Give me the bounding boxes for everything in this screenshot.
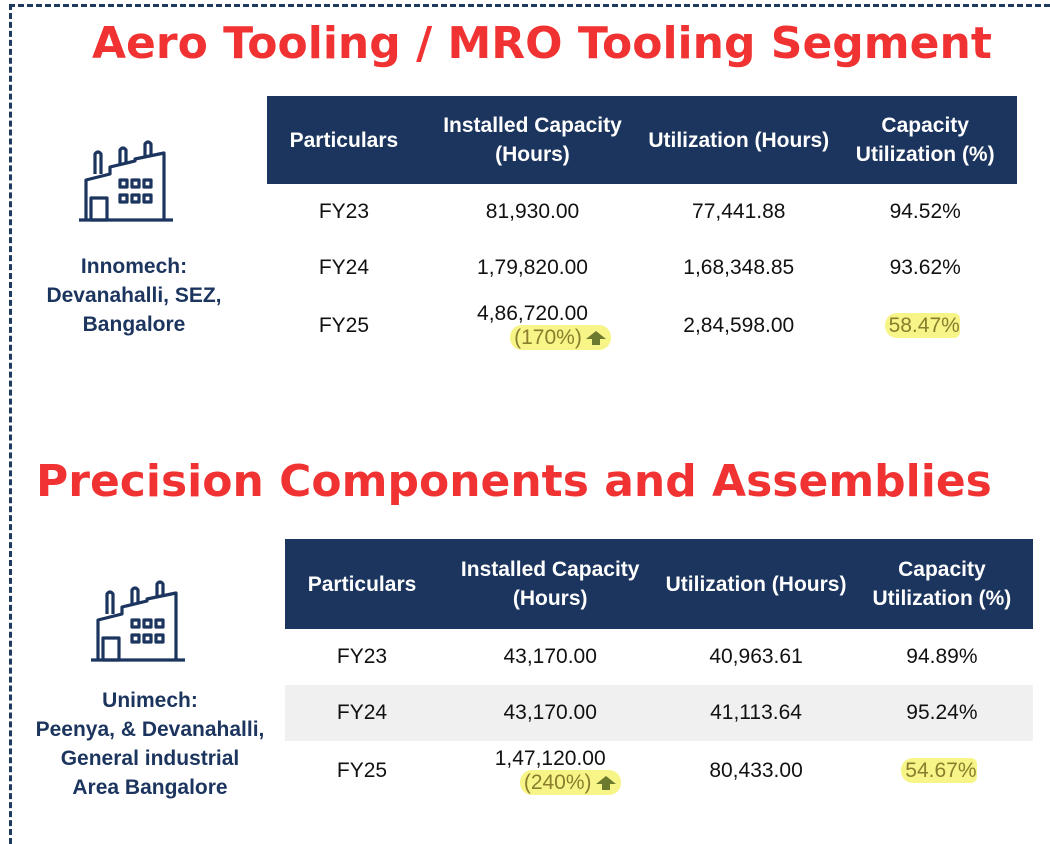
- column-header-utilization: Utilization (Hours): [661, 539, 851, 629]
- cell-installed-capacity: 81,930.00: [485, 200, 580, 223]
- increase-percent: (240%): [523, 771, 592, 794]
- cell-installed-capacity: 1,47,120.00 (240%): [439, 741, 661, 801]
- highlighted-utilization: 54.67%: [901, 758, 977, 783]
- installed-value: 1,47,120.00: [494, 747, 606, 770]
- cell-particulars: FY23: [336, 645, 388, 668]
- cell-particulars: FY25: [318, 314, 370, 337]
- section-title-precision-components: Precision Components and Assemblies: [36, 456, 992, 507]
- highlighted-utilization: 58.47%: [884, 313, 960, 338]
- site-line: Devanahalli, SEZ,: [46, 284, 222, 307]
- cell-particulars: FY25: [336, 759, 388, 782]
- cell-particulars: FY23: [318, 200, 370, 223]
- site-line: General industrial: [60, 747, 240, 770]
- column-header-particulars: Particulars: [285, 539, 440, 629]
- increase-note: (170%): [421, 325, 644, 350]
- site-label-unimech: Unimech: Peenya, & Devanahalli, General …: [14, 686, 286, 802]
- table-row: FY25 4,86,720.00 (170%) 2,84,598.00 58.4…: [267, 296, 1017, 356]
- table-row: FY23 81,930.00 77,441.88 94.52%: [267, 184, 1017, 240]
- site-line: Area Bangalore: [72, 776, 228, 799]
- cell-installed-capacity: 1,79,820.00: [477, 256, 588, 279]
- up-arrow-icon: [595, 776, 616, 791]
- column-header-particulars: Particulars: [267, 96, 421, 184]
- increase-note: (240%): [439, 770, 661, 795]
- cell-capacity-utilization: 54.67%: [851, 741, 1033, 801]
- table-row: FY24 43,170.00 41,113.64 95.24%: [285, 685, 1033, 741]
- highlighted-increase: (170%): [510, 325, 611, 350]
- cell-utilization: 41,113.64: [710, 701, 802, 724]
- column-header-capacity-utilization: Capacity Utilization (%): [833, 96, 1017, 184]
- site-line: Bangalore: [82, 313, 186, 336]
- column-header-utilization: Utilization (Hours): [644, 96, 834, 184]
- cell-installed-capacity: 43,170.00: [503, 701, 597, 724]
- site-line: Unimech:: [102, 689, 198, 712]
- table-header-row: Particulars Installed Capacity (Hours) U…: [267, 96, 1017, 184]
- factory-icon: [88, 580, 188, 671]
- cell-utilization: 1,68,348.85: [683, 256, 795, 279]
- site-line: Peenya, & Devanahalli,: [35, 718, 265, 741]
- cell-utilization: 77,441.88: [692, 200, 786, 223]
- table-header-row: Particulars Installed Capacity (Hours) U…: [285, 539, 1033, 629]
- cell-installed-capacity: 4,86,720.00 (170%): [421, 296, 644, 356]
- cell-capacity-utilization: 94.52%: [889, 200, 961, 223]
- up-arrow-icon: [585, 331, 606, 346]
- cell-utilization: 40,963.61: [709, 645, 803, 668]
- column-header-installed-capacity: Installed Capacity (Hours): [439, 539, 662, 629]
- site-label-innomech: Innomech: Devanahalli, SEZ, Bangalore: [24, 252, 244, 339]
- cell-installed-capacity: 43,170.00: [503, 645, 597, 668]
- capacity-table-precision: Particulars Installed Capacity (Hours) U…: [285, 539, 1033, 801]
- cell-capacity-utilization: 94.89%: [906, 645, 978, 668]
- installed-value: 4,86,720.00: [477, 302, 588, 325]
- cell-capacity-utilization: 58.47%: [833, 296, 1017, 356]
- cell-utilization: 2,84,598.00: [683, 314, 795, 337]
- cell-capacity-utilization: 93.62%: [889, 256, 961, 279]
- column-header-capacity-utilization: Capacity Utilization (%): [850, 539, 1033, 629]
- column-header-installed-capacity: Installed Capacity (Hours): [420, 96, 645, 184]
- table-row: FY23 43,170.00 40,963.61 94.89%: [285, 629, 1033, 685]
- factory-icon: [76, 140, 176, 231]
- table-row: FY24 1,79,820.00 1,68,348.85 93.62%: [267, 240, 1017, 296]
- table-row: FY25 1,47,120.00 (240%) 80,433.00 54.67%: [285, 741, 1033, 801]
- section-title-aero-tooling: Aero Tooling / MRO Tooling Segment: [92, 18, 992, 69]
- highlighted-increase: (240%): [519, 770, 621, 795]
- cell-particulars: FY24: [336, 701, 388, 724]
- cell-particulars: FY24: [318, 256, 370, 279]
- capacity-table-aero: Particulars Installed Capacity (Hours) U…: [267, 96, 1017, 356]
- site-line: Innomech:: [80, 255, 188, 278]
- dashed-frame: [9, 4, 1050, 844]
- cell-capacity-utilization: 95.24%: [906, 701, 978, 724]
- cell-utilization: 80,433.00: [709, 759, 803, 782]
- increase-percent: (170%): [514, 326, 582, 349]
